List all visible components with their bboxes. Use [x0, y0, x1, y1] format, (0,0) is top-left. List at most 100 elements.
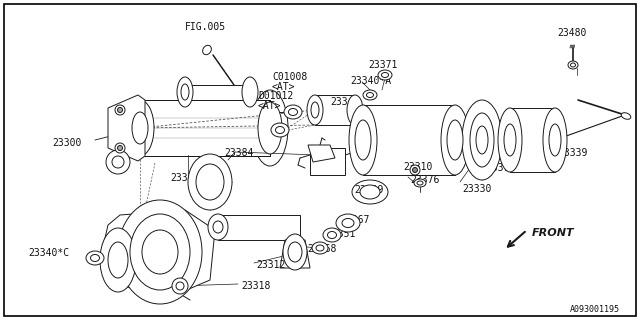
Text: 23480: 23480 — [557, 28, 586, 38]
Ellipse shape — [543, 108, 567, 172]
Polygon shape — [315, 95, 355, 125]
Ellipse shape — [328, 231, 337, 238]
Ellipse shape — [476, 126, 488, 154]
Text: 23309: 23309 — [354, 185, 383, 195]
Polygon shape — [100, 210, 215, 295]
Circle shape — [112, 156, 124, 168]
Ellipse shape — [336, 214, 360, 232]
Ellipse shape — [142, 230, 178, 274]
Circle shape — [172, 278, 188, 294]
Circle shape — [115, 143, 125, 153]
Text: <AT>: <AT> — [272, 82, 296, 92]
Ellipse shape — [347, 95, 363, 125]
Ellipse shape — [100, 228, 136, 292]
Text: 23468: 23468 — [307, 244, 337, 254]
Circle shape — [118, 108, 122, 113]
Circle shape — [176, 282, 184, 290]
Ellipse shape — [360, 185, 380, 199]
Ellipse shape — [378, 70, 392, 80]
Text: 23371: 23371 — [368, 60, 397, 70]
Ellipse shape — [108, 242, 128, 278]
Ellipse shape — [316, 245, 324, 251]
Text: FIG.005: FIG.005 — [184, 22, 225, 32]
Ellipse shape — [284, 105, 302, 119]
Ellipse shape — [181, 84, 189, 100]
Ellipse shape — [381, 73, 388, 77]
Text: 23318: 23318 — [241, 281, 270, 291]
Text: D01012: D01012 — [258, 91, 293, 101]
Ellipse shape — [130, 214, 190, 290]
Ellipse shape — [621, 113, 631, 119]
Circle shape — [413, 167, 417, 172]
Ellipse shape — [352, 180, 388, 204]
Ellipse shape — [504, 124, 516, 156]
Ellipse shape — [271, 123, 289, 137]
Ellipse shape — [323, 228, 341, 242]
Text: 23300: 23300 — [52, 138, 81, 148]
Ellipse shape — [349, 105, 377, 175]
Ellipse shape — [342, 219, 354, 228]
Polygon shape — [185, 85, 250, 100]
Polygon shape — [218, 215, 300, 240]
Text: 23339: 23339 — [558, 148, 588, 158]
Ellipse shape — [414, 179, 426, 187]
Polygon shape — [308, 145, 335, 162]
Ellipse shape — [470, 113, 494, 167]
Ellipse shape — [188, 154, 232, 210]
Ellipse shape — [367, 92, 374, 98]
Ellipse shape — [289, 108, 298, 116]
Text: 23322: 23322 — [170, 173, 200, 183]
Ellipse shape — [203, 45, 211, 55]
Ellipse shape — [242, 77, 258, 107]
Ellipse shape — [498, 108, 522, 172]
Ellipse shape — [462, 100, 502, 180]
Ellipse shape — [196, 164, 224, 200]
Ellipse shape — [252, 90, 288, 166]
Ellipse shape — [283, 234, 307, 270]
Text: 23337: 23337 — [480, 163, 509, 173]
Text: 23310: 23310 — [403, 162, 433, 172]
Text: C01008: C01008 — [272, 72, 307, 82]
Polygon shape — [280, 240, 310, 268]
Ellipse shape — [441, 105, 469, 175]
Circle shape — [118, 146, 122, 150]
Text: <AT>: <AT> — [258, 101, 282, 111]
Circle shape — [115, 105, 125, 115]
Ellipse shape — [86, 251, 104, 265]
Ellipse shape — [208, 214, 228, 240]
Polygon shape — [108, 95, 145, 161]
Ellipse shape — [132, 112, 148, 144]
Text: 23330: 23330 — [462, 184, 492, 194]
Ellipse shape — [363, 90, 377, 100]
Ellipse shape — [288, 242, 302, 262]
Text: 23351: 23351 — [326, 229, 355, 239]
Ellipse shape — [90, 254, 99, 261]
Ellipse shape — [312, 242, 328, 254]
Ellipse shape — [126, 100, 154, 156]
Ellipse shape — [311, 102, 319, 118]
Circle shape — [410, 165, 420, 175]
Ellipse shape — [568, 61, 578, 69]
Polygon shape — [363, 105, 455, 175]
Ellipse shape — [549, 124, 561, 156]
Ellipse shape — [213, 221, 223, 233]
Ellipse shape — [570, 63, 575, 67]
Polygon shape — [140, 100, 270, 156]
Text: FRONT: FRONT — [532, 228, 575, 238]
Text: 23367: 23367 — [340, 215, 369, 225]
Text: 23340*C: 23340*C — [28, 248, 69, 258]
Polygon shape — [510, 108, 555, 172]
Text: A093001195: A093001195 — [570, 305, 620, 314]
Polygon shape — [310, 148, 345, 175]
Circle shape — [106, 150, 130, 174]
Ellipse shape — [118, 200, 202, 304]
Ellipse shape — [307, 95, 323, 125]
Text: 23376: 23376 — [410, 175, 440, 185]
Text: 23343: 23343 — [330, 97, 360, 107]
Ellipse shape — [275, 126, 285, 133]
Text: 23340*A: 23340*A — [350, 76, 391, 86]
Text: 23384: 23384 — [224, 148, 253, 158]
Ellipse shape — [355, 120, 371, 160]
Ellipse shape — [258, 102, 282, 154]
Ellipse shape — [177, 77, 193, 107]
